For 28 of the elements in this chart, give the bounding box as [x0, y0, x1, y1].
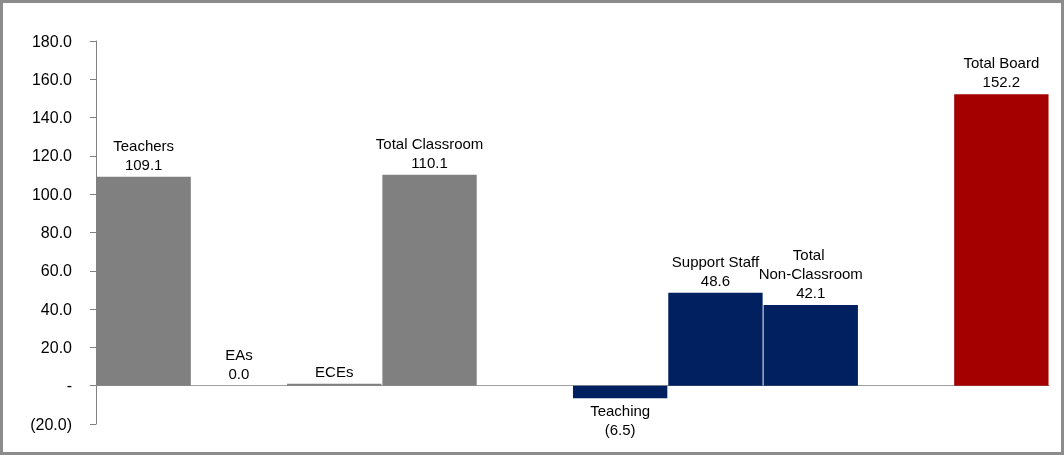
data-label: 48.6 [700, 271, 731, 289]
y-tick-label: 40.0 [40, 300, 73, 318]
data-label: 42.1 [796, 284, 826, 302]
data-label: (6.5) [604, 421, 636, 439]
x-tick-label: Total Non-Classroom [758, 246, 863, 283]
y-tick-label: (20.0) [30, 415, 72, 433]
x-tick-label: Teaching [590, 402, 651, 420]
x-tick-label: Teachers [113, 136, 175, 154]
data-label: 152.2 [982, 73, 1021, 91]
x-tick-label: ECEs [315, 362, 354, 380]
data-label: 110.1 [411, 153, 448, 171]
y-tick-label: 60.0 [40, 262, 73, 280]
x-tick-label: Total Board [963, 54, 1040, 72]
bar [572, 385, 668, 399]
y-tick-label: 140.0 [31, 109, 73, 127]
x-tick-label: Support Staff [671, 252, 760, 270]
y-tick-label: 120.0 [31, 147, 73, 165]
y-tick-label: 20.0 [40, 338, 73, 356]
y-tick-label: - [66, 377, 72, 395]
data-label: 109.1 [124, 155, 163, 173]
y-tick-label: 80.0 [40, 224, 73, 241]
y-tick-label: 160.0 [31, 70, 73, 88]
data-label: 0.0 [228, 364, 250, 382]
y-tick-label: 100.0 [31, 185, 73, 203]
x-tick-label: EAs [225, 345, 253, 363]
y-tick-label: 180.0 [31, 32, 73, 50]
x-tick-label: Total Classroom [375, 134, 484, 152]
bar [954, 94, 1049, 386]
